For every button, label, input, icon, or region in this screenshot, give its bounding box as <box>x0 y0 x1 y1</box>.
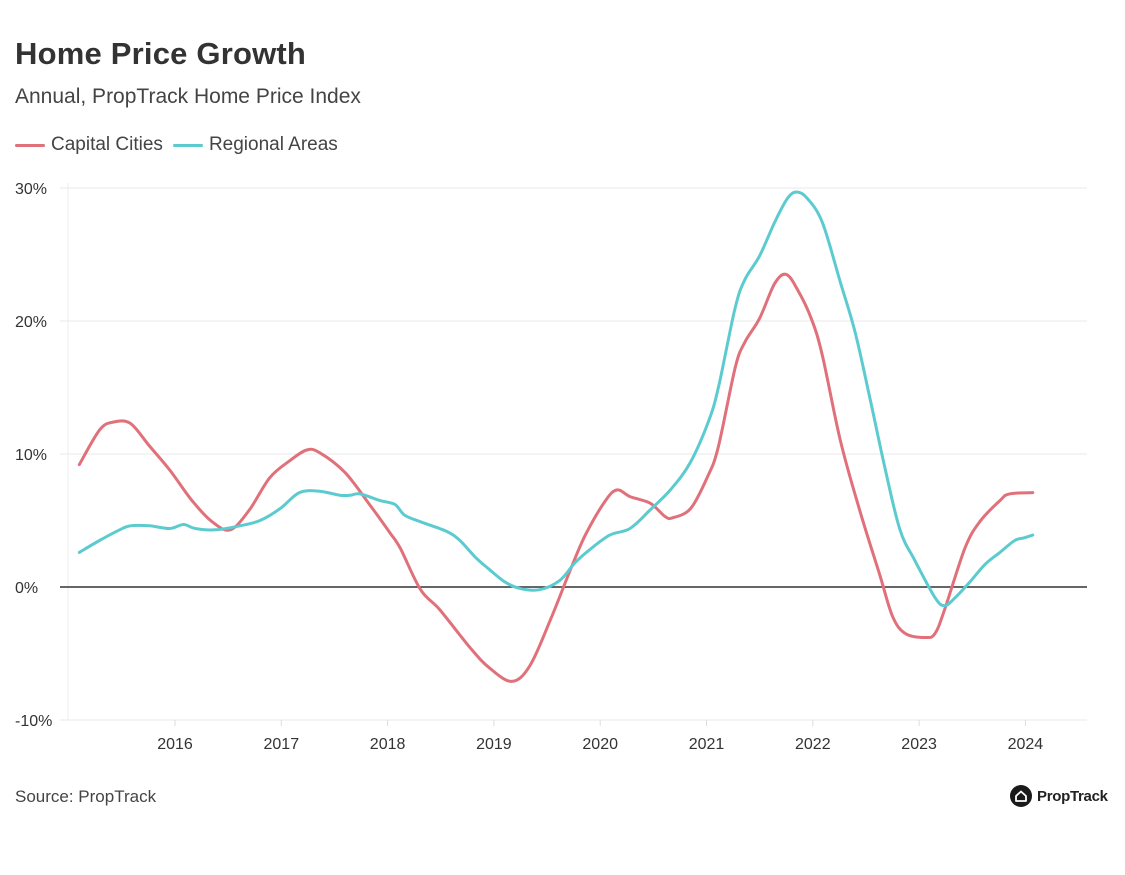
x-tick-label: 2022 <box>795 736 831 753</box>
series-lines <box>77 190 1035 683</box>
house-icon <box>1010 785 1032 807</box>
chart-subtitle: Annual, PropTrack Home Price Index <box>15 85 361 108</box>
x-tick-label: 2018 <box>370 736 406 753</box>
x-tick-label: 2016 <box>157 736 193 753</box>
legend: Capital Cities Regional Areas <box>15 134 348 156</box>
chart-title: Home Price Growth <box>15 36 307 71</box>
y-tick-label: 0% <box>15 580 38 597</box>
legend-item-capital-cities[interactable]: Capital Cities <box>15 134 163 156</box>
y-axis: 30% 20% 10% 0% -10% <box>15 181 52 730</box>
x-tick-label: 2017 <box>264 736 300 753</box>
source-note: Source: PropTrack <box>15 787 157 806</box>
y-tick-label: 30% <box>15 181 47 198</box>
legend-label: Regional Areas <box>208 134 338 155</box>
y-tick-label: 10% <box>15 447 47 464</box>
series-line-regional-areas[interactable] <box>77 190 1035 608</box>
x-tick-label: 2020 <box>582 736 618 753</box>
logo-text: PropTrack <box>1037 787 1108 805</box>
proptrack-logo: PropTrack <box>1010 785 1108 807</box>
legend-label: Capital Cities <box>51 134 163 155</box>
x-axis: 2016 2017 2018 2019 2020 2021 2022 2023 2024 <box>157 720 1043 753</box>
gridlines <box>60 183 1087 721</box>
y-tick-label: -10% <box>15 713 52 730</box>
x-tick-label: 2021 <box>689 736 725 753</box>
legend-swatch-regional-areas <box>172 143 203 147</box>
legend-item-regional-areas[interactable]: Regional Areas <box>172 134 338 156</box>
x-tick-label: 2024 <box>1008 736 1044 753</box>
x-tick-label: 2019 <box>476 736 512 753</box>
series-line-capital-cities[interactable] <box>77 272 1035 683</box>
y-tick-label: 20% <box>15 314 47 331</box>
x-tick-label: 2023 <box>901 736 937 753</box>
legend-swatch-capital-cities <box>15 143 45 147</box>
